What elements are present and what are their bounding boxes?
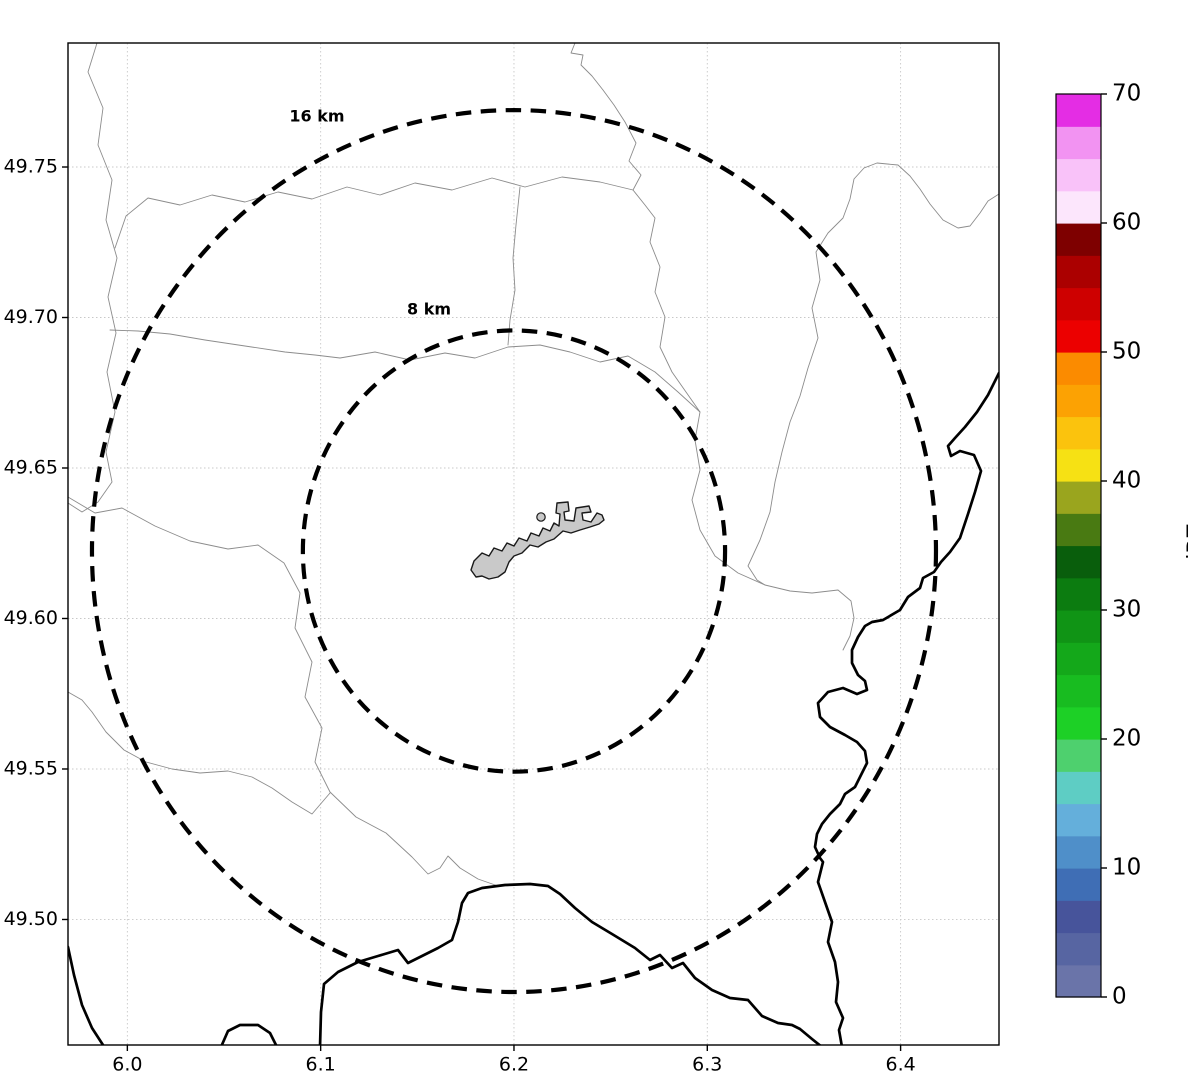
colorbar-band bbox=[1056, 287, 1101, 321]
colorbar-band bbox=[1056, 739, 1101, 772]
border-line bbox=[68, 945, 105, 1045]
river-line bbox=[68, 691, 331, 815]
colorbar-tick-label: 70 bbox=[1112, 81, 1141, 107]
y-tick-label: 49.60 bbox=[4, 607, 58, 629]
colorbar-band bbox=[1056, 94, 1101, 127]
x-tick-label: 6.0 bbox=[112, 1054, 142, 1076]
colorbar-tick-label: 60 bbox=[1112, 210, 1141, 236]
colorbar-band bbox=[1056, 771, 1101, 805]
colorbar-band bbox=[1056, 610, 1101, 643]
river-line bbox=[747, 162, 999, 586]
colorbar-band bbox=[1056, 223, 1101, 256]
plot-spines bbox=[67, 42, 1000, 1046]
range-ring-label-8km: 8 km bbox=[407, 300, 451, 319]
colorbar-band bbox=[1056, 900, 1101, 934]
colorbar-band bbox=[1056, 642, 1101, 676]
urban-inner-ring bbox=[536, 512, 546, 522]
colorbar-tick-label: 10 bbox=[1112, 855, 1141, 881]
x-tick-label: 6.1 bbox=[306, 1054, 336, 1076]
urban-area-polygon bbox=[470, 501, 605, 580]
colorbar-band bbox=[1056, 803, 1101, 837]
y-tick-label: 49.55 bbox=[4, 757, 58, 779]
colorbar-band bbox=[1056, 513, 1101, 547]
colorbar-band bbox=[1056, 319, 1101, 353]
colorbar-band bbox=[1056, 868, 1101, 901]
x-tick-label: 6.2 bbox=[499, 1054, 529, 1076]
border-line bbox=[318, 882, 822, 1045]
colorbar-band bbox=[1056, 416, 1101, 450]
river-line bbox=[507, 186, 521, 346]
colorbar-band bbox=[1056, 255, 1101, 289]
colorbar-band bbox=[1056, 384, 1101, 418]
colorbar-tick-label: 50 bbox=[1112, 339, 1141, 365]
colorbar-band bbox=[1056, 932, 1101, 966]
colorbar-band bbox=[1056, 545, 1101, 579]
river-line bbox=[632, 189, 855, 651]
y-tick-label: 49.50 bbox=[4, 908, 58, 930]
x-tick-label: 6.4 bbox=[885, 1054, 915, 1076]
colorbar-band bbox=[1056, 126, 1101, 160]
y-tick-label: 49.75 bbox=[4, 156, 58, 178]
y-tick-label: 49.70 bbox=[4, 306, 58, 328]
colorbar-band bbox=[1056, 577, 1101, 611]
x-tick-label: 6.3 bbox=[692, 1054, 722, 1076]
colorbar-tick-label: 40 bbox=[1112, 468, 1141, 494]
border-line bbox=[813, 371, 999, 1045]
colorbar-band bbox=[1056, 158, 1101, 192]
range-ring-8km bbox=[300, 328, 728, 774]
colorbar-tick-label: 0 bbox=[1112, 984, 1127, 1010]
axes-layer: 6.0 6.1 6.2 6.3 6.4 49.75 49.70 49.65 49.60 49.55… bbox=[4, 156, 916, 1076]
grid-layer bbox=[68, 43, 999, 1045]
river-line bbox=[114, 176, 634, 249]
colorbar-band bbox=[1056, 448, 1101, 482]
colorbar-tick-label: 30 bbox=[1112, 597, 1141, 623]
river-line bbox=[68, 43, 118, 513]
colorbar-band bbox=[1056, 674, 1101, 708]
colorbar-band bbox=[1056, 835, 1101, 869]
colorbar-band bbox=[1056, 352, 1101, 385]
colorbar-band bbox=[1056, 706, 1101, 740]
river-line bbox=[109, 329, 341, 359]
colorbar-outline bbox=[1055, 93, 1102, 998]
colorbar-tick-label: 20 bbox=[1112, 726, 1141, 752]
colorbar-band bbox=[1056, 190, 1101, 224]
colorbar-band bbox=[1056, 481, 1101, 514]
range-ring-label-16km: 16 km bbox=[289, 107, 344, 126]
map-layer bbox=[68, 43, 999, 1045]
border-line bbox=[220, 1023, 278, 1045]
river-line bbox=[570, 43, 642, 191]
range-ring-16km bbox=[89, 108, 939, 995]
colorbar: 0 10 20 30 40 50 60 70 dBZ bbox=[1055, 81, 1188, 1010]
river-line bbox=[68, 496, 499, 887]
colorbar-axis-label: dBZ bbox=[1184, 523, 1188, 567]
y-tick-label: 49.65 bbox=[4, 456, 58, 478]
colorbar-band bbox=[1056, 964, 1101, 998]
